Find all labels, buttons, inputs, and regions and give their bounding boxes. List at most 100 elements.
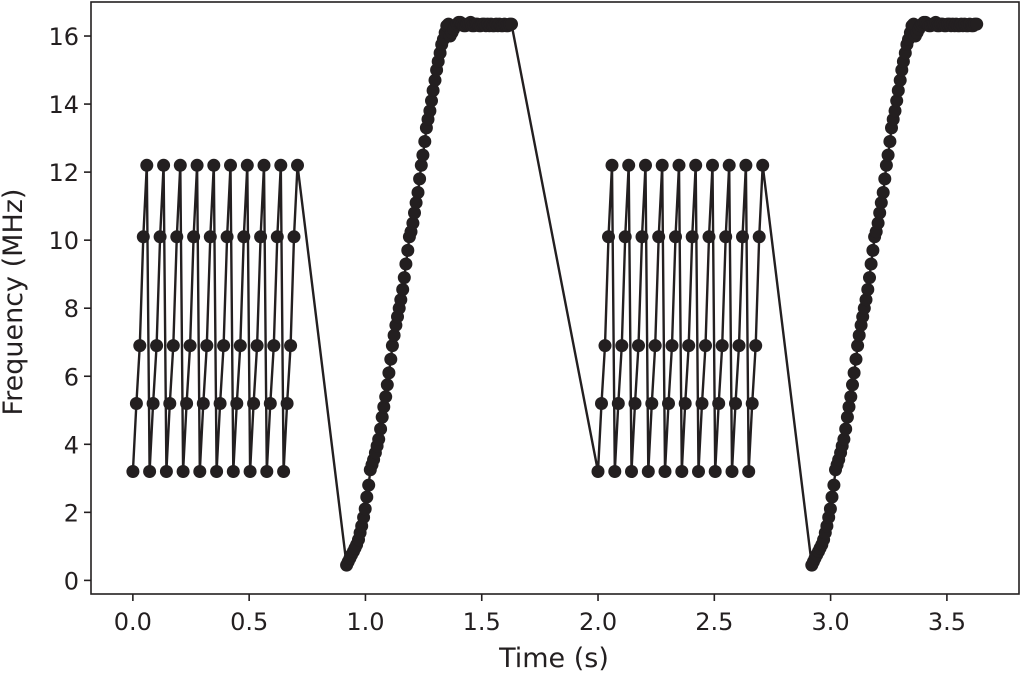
data-point — [628, 397, 642, 410]
data-point — [706, 158, 719, 172]
data-point — [715, 339, 729, 353]
y-tick-label: 14 — [48, 91, 79, 119]
data-layer — [126, 15, 984, 572]
data-point — [615, 339, 629, 353]
data-point — [598, 339, 612, 353]
data-point — [675, 465, 689, 478]
x-tick-label: 3.0 — [812, 608, 850, 636]
data-point — [176, 465, 190, 478]
data-point — [625, 465, 638, 478]
data-point — [658, 465, 672, 478]
data-point — [226, 465, 240, 478]
y-tick-label: 0 — [64, 567, 79, 595]
data-point — [394, 293, 408, 307]
data-point — [725, 465, 739, 478]
data-point — [143, 465, 157, 478]
data-point — [859, 293, 873, 307]
y-tick-label: 2 — [64, 499, 79, 527]
data-point — [881, 148, 895, 162]
data-point — [891, 84, 905, 97]
data-point — [416, 148, 430, 162]
data-point — [270, 230, 284, 244]
data-point — [874, 196, 888, 210]
data-point — [173, 158, 187, 172]
data-point — [414, 158, 428, 172]
data-point — [682, 339, 696, 353]
data-point — [220, 230, 234, 244]
data-point — [210, 465, 224, 478]
data-point — [605, 158, 619, 172]
x-tick-label: 2.0 — [579, 608, 617, 636]
y-axis: 0 2 4 6 8 10 12 14 16 — [48, 23, 91, 595]
data-point — [742, 465, 756, 478]
data-point — [602, 230, 615, 244]
data-point — [379, 390, 393, 404]
data-point — [237, 230, 251, 244]
data-point — [846, 378, 859, 392]
data-point — [699, 339, 712, 353]
data-point — [618, 230, 632, 244]
data-point — [180, 397, 194, 410]
data-point — [418, 135, 432, 148]
series-line — [131, 21, 977, 567]
data-point — [852, 328, 866, 342]
data-point — [879, 158, 893, 172]
y-tick-label: 12 — [48, 159, 79, 187]
data-point — [505, 17, 518, 31]
data-point — [842, 400, 856, 414]
data-point — [375, 410, 389, 424]
x-tick-label: 1.5 — [463, 608, 501, 636]
data-point — [126, 465, 140, 478]
data-point — [756, 158, 770, 172]
data-point — [277, 465, 291, 478]
data-point — [150, 339, 164, 353]
data-point — [133, 339, 147, 353]
data-point — [387, 328, 401, 342]
data-point — [825, 490, 839, 504]
data-point — [287, 230, 301, 244]
x-tick-label: 0.5 — [230, 608, 268, 636]
data-point — [163, 397, 177, 410]
data-point — [263, 397, 277, 410]
data-point — [608, 465, 622, 478]
data-point — [411, 186, 425, 199]
y-axis-label: Frequency (MHz) — [0, 189, 29, 416]
data-point — [635, 230, 649, 244]
data-point — [230, 397, 244, 410]
data-point — [284, 339, 298, 353]
data-point — [669, 230, 682, 244]
data-point — [233, 339, 247, 353]
data-point — [200, 339, 214, 353]
y-tick-label: 4 — [64, 431, 79, 459]
data-point — [893, 73, 907, 87]
data-point — [382, 366, 396, 380]
data-point — [408, 206, 421, 220]
data-point — [159, 465, 173, 478]
data-point — [591, 465, 605, 478]
data-point — [140, 158, 154, 172]
data-point — [652, 230, 666, 244]
data-point — [187, 230, 201, 244]
data-point — [840, 410, 854, 424]
data-point — [247, 397, 261, 410]
data-point — [861, 283, 875, 296]
data-point — [406, 216, 420, 230]
data-point — [632, 339, 645, 353]
data-point — [712, 397, 726, 410]
data-point — [153, 230, 167, 244]
data-point — [876, 186, 890, 199]
data-point — [380, 378, 394, 392]
data-point — [665, 339, 679, 353]
data-point — [752, 230, 766, 244]
x-tick-label: 1.0 — [346, 608, 384, 636]
data-point — [736, 230, 749, 244]
data-point — [595, 397, 608, 410]
data-point — [360, 490, 374, 504]
data-point — [196, 397, 210, 410]
data-point — [213, 397, 227, 410]
data-point — [358, 502, 372, 516]
data-point — [401, 243, 415, 257]
data-point — [224, 158, 237, 172]
data-point — [719, 230, 733, 244]
